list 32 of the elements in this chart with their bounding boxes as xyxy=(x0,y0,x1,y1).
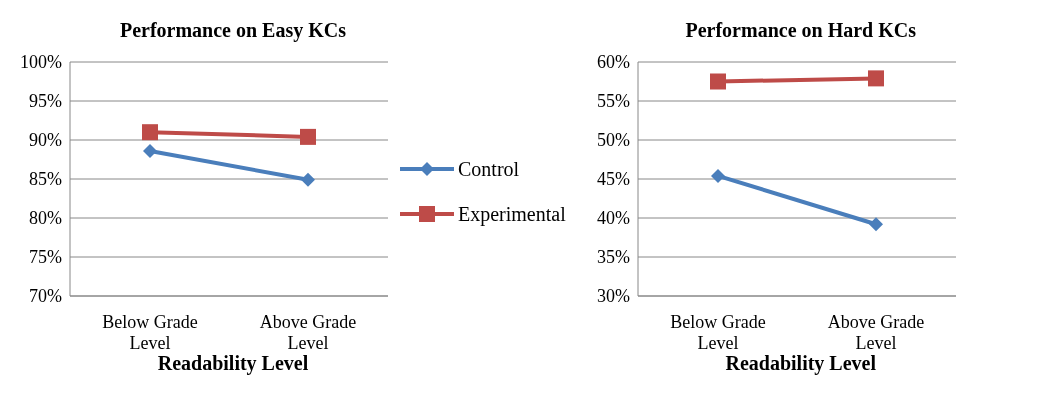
legend-label: Experimental xyxy=(458,202,566,226)
y-tick-label: 45% xyxy=(596,169,630,190)
y-tick-label: 85% xyxy=(29,169,62,190)
x-axis-title: Readability Level xyxy=(724,352,876,375)
chart-title: Performance on Hard KCs xyxy=(684,18,916,43)
x-tick-label: Below Grade Level xyxy=(102,312,198,353)
y-tick-label: 70% xyxy=(29,286,62,307)
point xyxy=(142,124,158,141)
legend-label: Control xyxy=(458,157,520,181)
y-tick-label: 55% xyxy=(596,91,630,112)
y-tick-label: 50% xyxy=(596,130,630,151)
point xyxy=(709,73,726,90)
point xyxy=(143,143,157,158)
y-tick-label: 90% xyxy=(29,130,62,151)
y-tick-label: 60% xyxy=(596,52,630,73)
x-tick-label: Above Grade Level xyxy=(259,312,357,353)
y-tick-label: 35% xyxy=(596,247,630,268)
y-tick-label: 75% xyxy=(29,247,62,268)
x-tick-label: Below Grade Level xyxy=(670,312,766,353)
y-tick-label: 95% xyxy=(29,91,62,112)
point xyxy=(710,168,725,183)
x-tick-label: Above Grade Level xyxy=(827,312,924,353)
point xyxy=(868,217,883,232)
point xyxy=(867,70,884,87)
point xyxy=(300,128,316,145)
point xyxy=(301,172,315,187)
x-axis-title: Readability Level xyxy=(156,352,309,375)
y-tick-label: 40% xyxy=(596,208,630,229)
y-tick-label: 100% xyxy=(20,52,62,73)
y-tick-label: 80% xyxy=(29,208,62,229)
y-tick-label: 30% xyxy=(596,286,630,307)
chart-title: Performance on Easy KCs xyxy=(118,18,347,44)
